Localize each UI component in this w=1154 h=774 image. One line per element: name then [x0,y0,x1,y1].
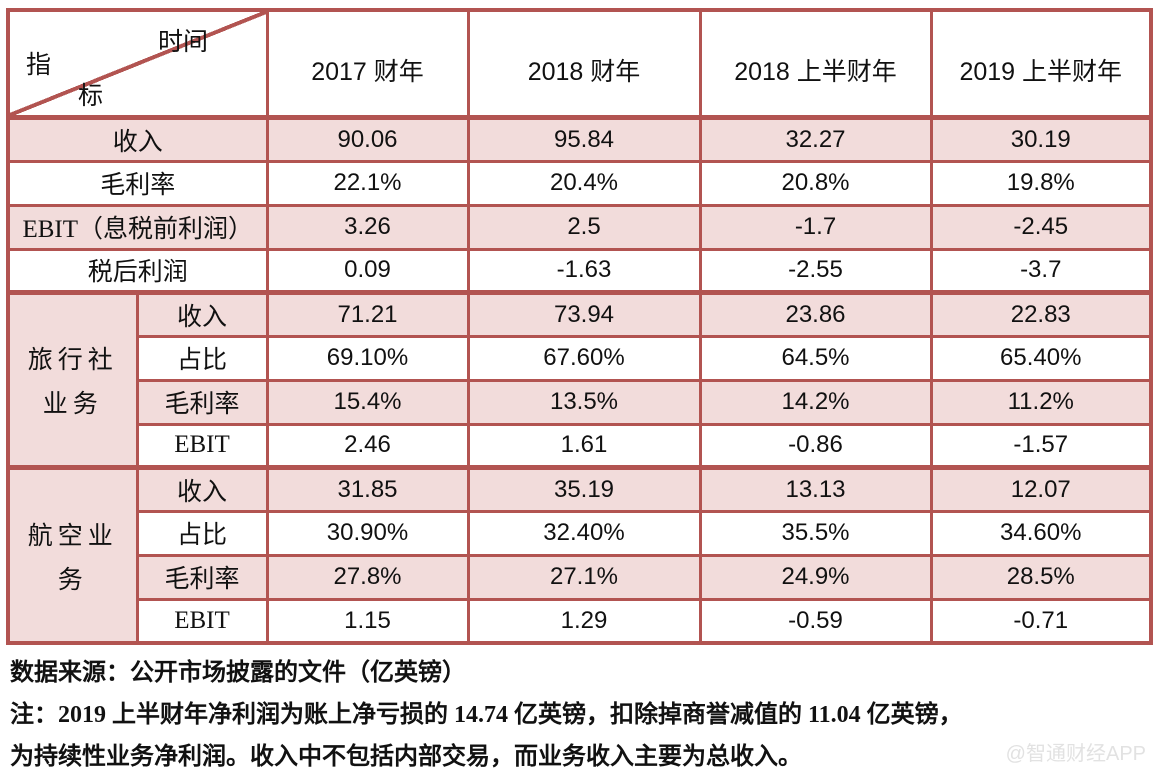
value-cell: 34.60% [929,510,1153,557]
column-header-2019h1: 2019 上半财年 [929,8,1153,120]
corner-header-cell: 时间 指 标 [6,8,269,120]
row-label: 毛利率 [6,160,269,207]
value-cell: 71.21 [265,290,470,339]
table-row: 毛利率 22.1% 20.4% 20.8% 19.8% [6,160,1153,207]
value-cell: 90.06 [265,115,470,164]
column-header-2018h1: 2018 上半财年 [698,8,933,120]
row-label: 占比 [135,510,269,557]
value-cell: 19.8% [929,160,1153,207]
table-row: EBIT（息税前利润） 3.26 2.5 -1.7 -2.45 [6,203,1153,251]
header-row: 时间 指 标 2017 财年 2018 财年 2018 上半财年 2019 上半… [6,8,1153,120]
value-cell: 23.86 [698,290,933,339]
group-label-aviation: 航空业务 [6,465,139,645]
value-cell: 13.5% [466,378,702,426]
value-cell: -2.45 [929,203,1153,251]
table-row: 税后利润 0.09 -1.63 -2.55 -3.7 [6,247,1153,295]
value-cell: 30.19 [929,115,1153,164]
financial-table: 时间 指 标 2017 财年 2018 财年 2018 上半财年 2019 上半… [6,8,1153,645]
value-cell: 2.46 [265,422,470,470]
table-row: EBIT 1.15 1.29 -0.59 -0.71 [8,597,1153,645]
value-cell: -0.59 [698,597,933,645]
row-label: 收入 [135,465,269,514]
value-cell: -1.63 [466,247,702,295]
value-cell: -0.86 [698,422,933,470]
value-cell: 35.19 [466,465,702,514]
footnote-line-1: 注：2019 上半财年净利润为账上净亏损的 14.74 亿英镑，扣除掉商誉减值的… [10,702,963,728]
value-cell: 69.10% [265,335,470,382]
table-row: 旅行社业务 收入 71.21 73.94 23.86 22.83 [6,290,1153,470]
row-label: 收入 [135,290,269,339]
value-cell: 28.5% [929,553,1153,601]
column-header-2018fy: 2018 财年 [466,8,702,120]
table-row: 占比 30.90% 32.40% 35.5% 34.60% [8,510,1153,557]
row-label: EBIT [135,422,269,470]
value-cell: -1.7 [698,203,933,251]
value-cell: 3.26 [265,203,470,251]
value-cell: 2.5 [466,203,702,251]
table-row: 收入 90.06 95.84 32.27 30.19 [6,115,1153,164]
value-cell: 15.4% [265,378,470,426]
row-label: 占比 [135,335,269,382]
row-label: 税后利润 [6,247,269,295]
value-cell: 11.2% [929,378,1153,426]
value-cell: -0.71 [929,597,1153,645]
value-cell: 0.09 [265,247,470,295]
row-label: 毛利率 [135,378,269,426]
corner-indicator-label-top: 指 [26,52,52,79]
value-cell: 27.1% [466,553,702,601]
value-cell: 22.83 [929,290,1153,339]
group-label-travel: 旅行社业务 [6,290,139,470]
table-row: 航空业务 收入 31.85 35.19 13.13 12.07 [6,465,1153,645]
data-source-note: 数据来源：公开市场披露的文件（亿英镑） [10,660,466,686]
footnote-line-2: 为持续性业务净利润。收入中不包括内部交易，而业务收入主要为总收入。 [10,744,802,770]
value-cell: -1.57 [929,422,1153,470]
value-cell: 27.8% [265,553,470,601]
value-cell: 65.40% [929,335,1153,382]
table-row: EBIT 2.46 1.61 -0.86 -1.57 [8,422,1153,470]
column-header-2017fy: 2017 财年 [265,8,470,120]
table-row: 占比 69.10% 67.60% 64.5% 65.40% [8,335,1153,382]
value-cell: 20.4% [466,160,702,207]
row-label: 毛利率 [135,553,269,601]
value-cell: 32.40% [466,510,702,557]
value-cell: 64.5% [698,335,933,382]
value-cell: 1.61 [466,422,702,470]
row-label: 收入 [6,115,269,164]
value-cell: 14.2% [698,378,933,426]
value-cell: 95.84 [466,115,702,164]
value-cell: 24.9% [698,553,933,601]
value-cell: 67.60% [466,335,702,382]
value-cell: -3.7 [929,247,1153,295]
value-cell: 1.15 [265,597,470,645]
corner-time-label: 时间 [158,29,209,56]
row-label: EBIT（息税前利润） [6,203,269,251]
table-row: 毛利率 27.8% 27.1% 24.9% 28.5% [8,553,1153,601]
value-cell: 20.8% [698,160,933,207]
value-cell: 12.07 [929,465,1153,514]
value-cell: 30.90% [265,510,470,557]
value-cell: 35.5% [698,510,933,557]
value-cell: 13.13 [698,465,933,514]
value-cell: -2.55 [698,247,933,295]
value-cell: 32.27 [698,115,933,164]
value-cell: 73.94 [466,290,702,339]
value-cell: 22.1% [265,160,470,207]
watermark: @智通财经APP [1005,743,1146,765]
value-cell: 31.85 [265,465,470,514]
table-row: 毛利率 15.4% 13.5% 14.2% 11.2% [8,378,1153,426]
corner-indicator-label-bottom: 标 [78,83,104,110]
row-label: EBIT [135,597,269,645]
value-cell: 1.29 [466,597,702,645]
